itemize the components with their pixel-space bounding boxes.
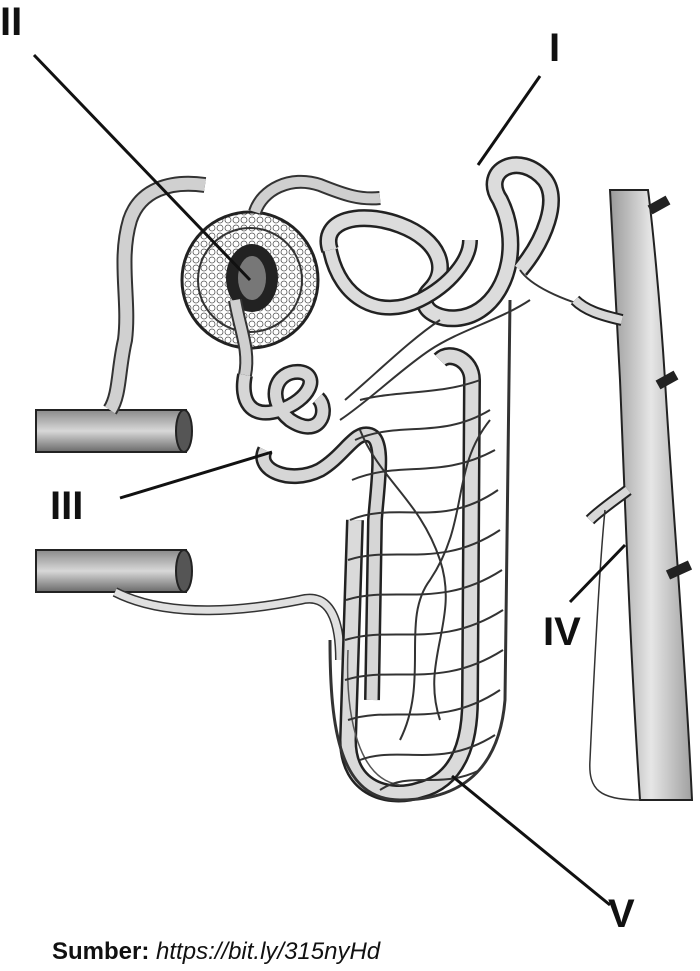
collecting-duct [570, 189, 694, 801]
caption-prefix: Sumber: [52, 938, 150, 965]
leader-III [119, 450, 273, 500]
efferent-vessel [35, 549, 345, 661]
caption-url: https://bit.ly/315nyHd [156, 938, 381, 965]
label-II: II [0, 0, 23, 44]
label-I: I [549, 26, 561, 70]
leader-V [451, 774, 611, 907]
leader-II [32, 53, 252, 282]
leader-I [476, 75, 542, 166]
distal-tubule [319, 156, 560, 328]
capillary-network [339, 269, 601, 791]
afferent-vessel [35, 175, 207, 453]
loop-of-henle [328, 299, 512, 803]
source-caption: Sumber: https://bit.ly/315nyHd [52, 938, 380, 966]
label-IV: IV [543, 610, 581, 654]
leader-IV [568, 543, 627, 604]
label-III: III [50, 484, 84, 528]
label-V: V [608, 892, 635, 936]
proximal-tubule [235, 364, 388, 701]
leader-lines [32, 53, 627, 907]
